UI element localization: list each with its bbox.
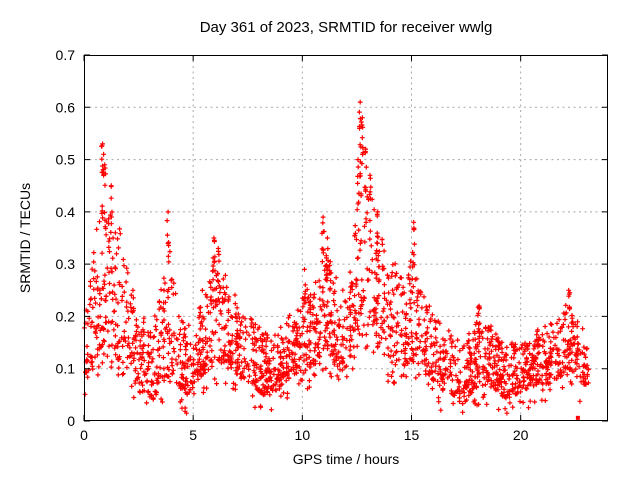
y-tick-label: 0.5 [56, 152, 76, 168]
y-tick-label: 0.7 [56, 47, 76, 63]
y-tick-label: 0 [67, 413, 75, 429]
scatter-points [82, 99, 591, 416]
y-tick-label: 0.6 [56, 99, 76, 115]
y-tick-label: 0.3 [56, 256, 76, 272]
tick-marks [83, 54, 608, 422]
plot-border [84, 55, 608, 421]
y-tick-label: 0.1 [56, 361, 76, 377]
y-tick-label: 0.4 [56, 204, 76, 220]
y-tick-label: 0.2 [56, 308, 76, 324]
x-tick-label: 5 [189, 427, 197, 443]
x-tick-label: 15 [404, 427, 420, 443]
gridlines [84, 55, 608, 421]
x-axis-label: GPS time / hours [292, 451, 400, 467]
x-tick-label: 0 [80, 427, 88, 443]
outlier-point [575, 415, 580, 420]
chart-title: Day 361 of 2023, SRMTID for receiver wwl… [199, 19, 493, 36]
x-tick-label: 20 [513, 427, 529, 443]
x-tick-label: 10 [295, 427, 311, 443]
